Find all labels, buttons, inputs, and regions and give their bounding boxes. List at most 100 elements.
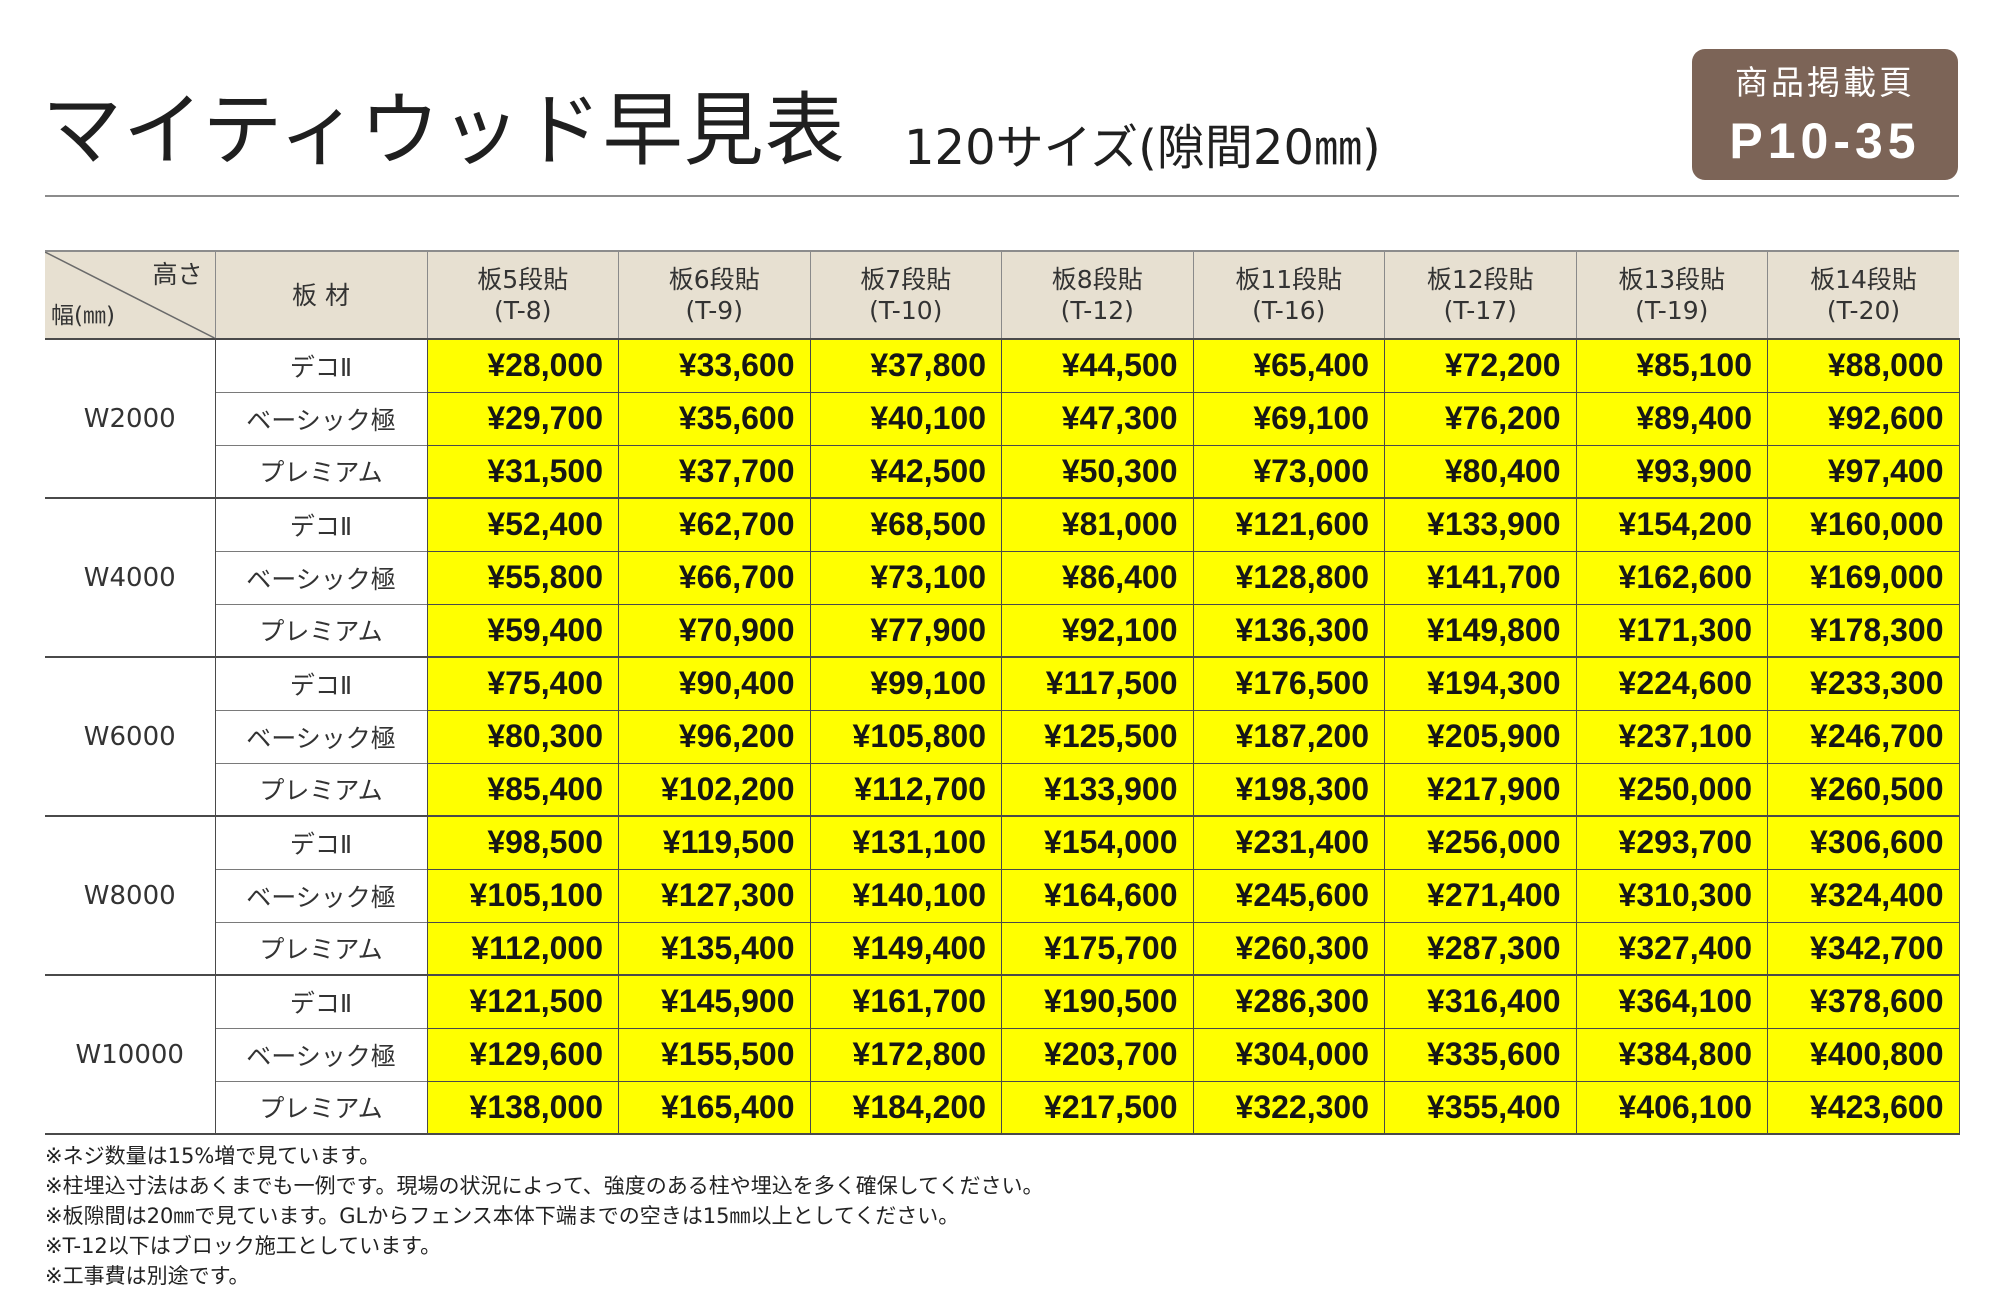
table-row: ベーシック極 ¥80,300 ¥96,200 ¥105,800 ¥125,500 ¥187… xyxy=(45,709,1960,764)
price-cell: ¥66,700 xyxy=(618,550,811,605)
price-cell: ¥149,400 xyxy=(809,921,1002,976)
table-header: 高さ 幅(㎜) 板 材 板5段貼 (T-8) 板6段貼 (T-9) 板7段貼 (T-10)… xyxy=(45,250,1959,340)
price-cell: ¥76,200 xyxy=(1384,391,1577,446)
price-cell: ¥37,800 xyxy=(809,338,1002,393)
page-title: マイティウッド早見表 xyxy=(42,84,846,177)
footnote: ※板隙間は20㎜で見ています。GLからフェンス本体下端までの空きは15㎜以上とし… xyxy=(45,1204,960,1228)
price-cell: ¥128,800 xyxy=(1192,550,1385,605)
price-cell: ¥112,700 xyxy=(809,762,1002,817)
price-cell: ¥112,000 xyxy=(426,921,619,976)
header-row: 高さ 幅(㎜) 板 材 板5段貼 (T-8) 板6段貼 (T-9) 板7段貼 (T-10)… xyxy=(45,250,1959,340)
width-label: W6000 xyxy=(45,656,215,817)
price-cell: ¥306,600 xyxy=(1767,815,1960,870)
price-cell: ¥154,000 xyxy=(1001,815,1194,870)
price-cell: ¥121,600 xyxy=(1192,497,1385,552)
column-type-code-label: (T-19) xyxy=(1635,296,1709,325)
price-cell: ¥231,400 xyxy=(1192,815,1385,870)
price-cell: ¥155,500 xyxy=(618,1027,811,1082)
price-cell: ¥69,100 xyxy=(1192,391,1385,446)
price-cell: ¥162,600 xyxy=(1575,550,1768,605)
price-cell: ¥47,300 xyxy=(1001,391,1194,446)
table-row: プレミアム ¥112,000 ¥135,400 ¥149,400 ¥175,700 ¥26… xyxy=(45,921,1960,976)
price-cell: ¥154,200 xyxy=(1575,497,1768,552)
price-cell: ¥406,100 xyxy=(1575,1080,1768,1135)
price-cell: ¥92,600 xyxy=(1767,391,1960,446)
column-board-count-label: 板8段貼 xyxy=(1051,265,1143,294)
price-cell: ¥133,900 xyxy=(1001,762,1194,817)
price-cell: ¥77,900 xyxy=(809,603,1002,658)
price-cell: ¥89,400 xyxy=(1575,391,1768,446)
price-cell: ¥136,300 xyxy=(1192,603,1385,658)
price-cell: ¥98,500 xyxy=(426,815,619,870)
price-cell: ¥171,300 xyxy=(1575,603,1768,658)
column-type-code-label: (T-10) xyxy=(869,296,943,325)
price-cell: ¥217,500 xyxy=(1001,1080,1194,1135)
column-type-code-label: (T-9) xyxy=(685,296,743,325)
price-cell: ¥73,000 xyxy=(1192,444,1385,499)
material-label: ベーシック極 xyxy=(214,550,427,604)
column-board-count-label: 板14段貼 xyxy=(1810,265,1917,294)
width-label: W8000 xyxy=(45,815,215,976)
material-label: プレミアム xyxy=(214,1080,427,1135)
page-subtitle: 120サイズ(隙間20㎜) xyxy=(904,120,1381,176)
price-cell: ¥316,400 xyxy=(1384,974,1577,1029)
table-row: ベーシック極 ¥129,600 ¥155,500 ¥172,800 ¥203,700 ¥3… xyxy=(45,1027,1960,1082)
price-cell: ¥293,700 xyxy=(1575,815,1768,870)
column-board-count-label: 板12段貼 xyxy=(1426,265,1534,294)
price-cell: ¥121,500 xyxy=(426,974,619,1029)
price-cell: ¥198,300 xyxy=(1192,762,1385,817)
price-cell: ¥237,100 xyxy=(1575,709,1768,764)
price-cell: ¥246,700 xyxy=(1767,709,1960,764)
column-header: 板7段貼 (T-10) xyxy=(809,250,1002,340)
column-board-count-label: 板11段貼 xyxy=(1235,265,1343,294)
footnote: ※ネジ数量は15%増で見ています。 xyxy=(45,1144,381,1168)
price-cell: ¥131,100 xyxy=(809,815,1002,870)
price-cell: ¥80,400 xyxy=(1384,444,1577,499)
price-cell: ¥119,500 xyxy=(618,815,811,870)
title-divider xyxy=(45,195,1959,197)
table-row: W4000 デコⅡ ¥52,400 ¥62,700 ¥68,500 ¥81,000 ¥121… xyxy=(45,497,1960,658)
price-cell: ¥161,700 xyxy=(809,974,1002,1029)
column-board-count-label: 板7段貼 xyxy=(860,265,952,294)
price-cell: ¥72,200 xyxy=(1384,338,1577,393)
price-cell: ¥287,300 xyxy=(1384,921,1577,976)
price-cell: ¥355,400 xyxy=(1384,1080,1577,1135)
price-cell: ¥260,500 xyxy=(1767,762,1960,817)
column-board-count-label: 板13段貼 xyxy=(1618,265,1726,294)
column-header: 板13段貼 (T-19) xyxy=(1575,250,1768,340)
table-row: プレミアム ¥138,000 ¥165,400 ¥184,200 ¥217,500 ¥32… xyxy=(45,1080,1960,1135)
table-row: プレミアム ¥59,400 ¥70,900 ¥77,900 ¥92,100 ¥136,30… xyxy=(45,603,1960,658)
price-cell: ¥81,000 xyxy=(1001,497,1194,552)
price-cell: ¥129,600 xyxy=(426,1027,619,1082)
price-cell: ¥40,100 xyxy=(809,391,1002,446)
price-cell: ¥68,500 xyxy=(809,497,1002,552)
material-header: 板 材 xyxy=(214,250,427,340)
price-cell: ¥135,400 xyxy=(618,921,811,976)
price-cell: ¥324,400 xyxy=(1767,868,1960,923)
price-cell: ¥117,500 xyxy=(1001,656,1194,711)
price-cell: ¥169,000 xyxy=(1767,550,1960,605)
price-cell: ¥141,700 xyxy=(1384,550,1577,605)
price-cell: ¥80,300 xyxy=(426,709,619,764)
price-cell: ¥384,800 xyxy=(1575,1027,1768,1082)
price-cell: ¥75,400 xyxy=(426,656,619,711)
price-cell: ¥125,500 xyxy=(1001,709,1194,764)
column-type-code-label: (T-20) xyxy=(1826,296,1901,325)
price-cell: ¥175,700 xyxy=(1001,921,1194,976)
price-cell: ¥149,800 xyxy=(1384,603,1577,658)
price-cell: ¥364,100 xyxy=(1575,974,1768,1029)
table-row: ベーシック極 ¥29,700 ¥35,600 ¥40,100 ¥47,300 ¥69,10… xyxy=(45,391,1960,446)
table-row: W6000 デコⅡ ¥75,400 ¥90,400 ¥99,100 ¥117,500 ¥17… xyxy=(45,656,1960,817)
width-label: W4000 xyxy=(45,497,215,658)
price-table: 高さ 幅(㎜) 板 材 板5段貼 (T-8) 板6段貼 (T-9) 板7段貼 (T-10)… xyxy=(45,250,1960,1135)
table-row: ベーシック極 ¥55,800 ¥66,700 ¥73,100 ¥86,400 ¥128,8… xyxy=(45,550,1960,605)
price-cell: ¥378,600 xyxy=(1767,974,1960,1029)
column-type-code-label: (T-16) xyxy=(1252,296,1326,325)
table-row: プレミアム ¥85,400 ¥102,200 ¥112,700 ¥133,900 ¥198… xyxy=(45,762,1960,817)
width-axis-label: 幅(㎜) xyxy=(51,303,115,329)
badge-label: 商品掲載頁 xyxy=(1735,63,1915,102)
material-label: ベーシック極 xyxy=(214,709,427,763)
price-cell: ¥37,700 xyxy=(618,444,811,499)
price-cell: ¥138,000 xyxy=(426,1080,619,1135)
price-cell: ¥86,400 xyxy=(1001,550,1194,605)
